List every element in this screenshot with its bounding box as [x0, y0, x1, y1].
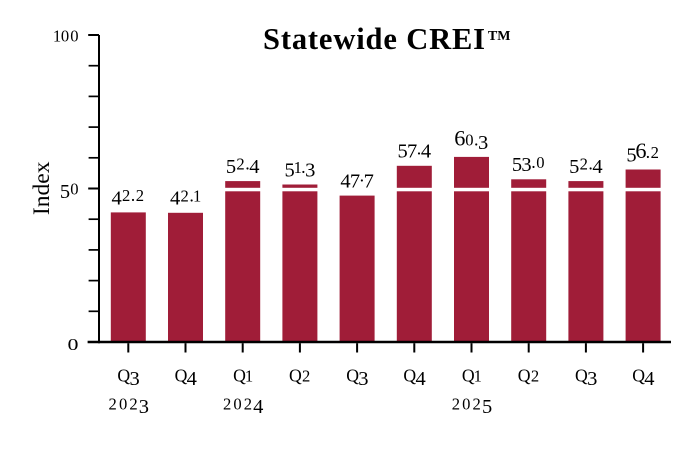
- svg-text:0: 0: [70, 26, 78, 45]
- svg-text:2: 2: [473, 395, 481, 414]
- svg-text:5: 5: [398, 141, 408, 163]
- svg-text:4: 4: [415, 368, 425, 390]
- svg-text:Q: Q: [233, 365, 246, 385]
- svg-text:3: 3: [139, 396, 149, 418]
- svg-text:2: 2: [223, 395, 231, 414]
- svg-text:4: 4: [187, 368, 197, 390]
- svg-text:2: 2: [452, 395, 460, 414]
- svg-text:6: 6: [635, 138, 646, 163]
- svg-text:2: 2: [302, 366, 310, 385]
- svg-text:5: 5: [626, 144, 636, 166]
- svg-text:5: 5: [569, 156, 579, 178]
- svg-text:Q: Q: [632, 365, 645, 385]
- svg-text:Q: Q: [462, 365, 475, 385]
- svg-text:2: 2: [129, 395, 137, 414]
- svg-text:1: 1: [474, 366, 482, 385]
- svg-text:2: 2: [244, 395, 252, 414]
- svg-text:0: 0: [61, 26, 69, 45]
- svg-text:Q: Q: [518, 365, 531, 385]
- svg-text:4: 4: [421, 141, 431, 163]
- svg-text:2: 2: [136, 186, 144, 205]
- svg-text:2: 2: [109, 395, 117, 414]
- svg-text:0: 0: [465, 130, 473, 149]
- svg-text:4: 4: [592, 156, 602, 178]
- svg-text:.: .: [417, 138, 422, 158]
- svg-text:5: 5: [482, 396, 492, 418]
- svg-text:0: 0: [68, 336, 79, 354]
- svg-text:.: .: [245, 154, 250, 174]
- svg-text:0: 0: [462, 395, 470, 414]
- svg-text:.: .: [301, 157, 306, 177]
- svg-text:3: 3: [129, 368, 139, 390]
- svg-text:3: 3: [521, 154, 531, 176]
- svg-text:1: 1: [53, 26, 61, 45]
- svg-text:7: 7: [407, 141, 417, 163]
- svg-text:2: 2: [651, 143, 659, 162]
- svg-text:.: .: [131, 185, 136, 205]
- svg-text:2: 2: [236, 155, 244, 174]
- svg-text:Q: Q: [346, 365, 359, 385]
- svg-text:Q: Q: [403, 365, 416, 385]
- svg-text:0: 0: [536, 153, 544, 172]
- svg-text:3: 3: [358, 368, 368, 390]
- svg-text:7: 7: [364, 170, 374, 192]
- svg-text:3: 3: [305, 159, 315, 181]
- svg-text:5: 5: [226, 156, 236, 178]
- svg-text:5: 5: [284, 159, 294, 181]
- svg-text:.: .: [474, 129, 479, 149]
- svg-text:3: 3: [478, 132, 488, 154]
- svg-text:4: 4: [249, 156, 259, 178]
- svg-text:1: 1: [193, 186, 201, 205]
- svg-text:Index: Index: [29, 161, 55, 215]
- svg-text:.: .: [360, 166, 365, 186]
- svg-text:0: 0: [233, 395, 241, 414]
- svg-text:2: 2: [122, 186, 130, 205]
- svg-text:1: 1: [294, 158, 302, 177]
- svg-text:4: 4: [170, 188, 180, 210]
- svg-text:7: 7: [350, 170, 360, 192]
- svg-text:2: 2: [580, 155, 588, 174]
- svg-text:.: .: [588, 154, 593, 174]
- svg-text:.: .: [189, 185, 194, 205]
- svg-text:4: 4: [112, 187, 122, 209]
- svg-text:6: 6: [454, 125, 465, 150]
- svg-text:Q: Q: [575, 365, 588, 385]
- svg-text:2: 2: [531, 366, 539, 385]
- svg-text:5: 5: [60, 181, 70, 203]
- svg-text:4: 4: [340, 170, 350, 192]
- svg-text:1: 1: [245, 366, 253, 385]
- svg-text:4: 4: [253, 396, 263, 418]
- svg-text:4: 4: [644, 368, 654, 390]
- svg-text:2: 2: [181, 186, 189, 205]
- svg-text:0: 0: [70, 180, 78, 199]
- svg-text:Q: Q: [289, 365, 302, 385]
- svg-text:3: 3: [587, 368, 597, 390]
- svg-text:.: .: [531, 152, 536, 172]
- svg-text:Q: Q: [117, 365, 130, 385]
- svg-text:.: .: [646, 142, 651, 162]
- svg-text:0: 0: [119, 395, 127, 414]
- svg-text:Q: Q: [175, 365, 188, 385]
- svg-text:5: 5: [512, 154, 522, 176]
